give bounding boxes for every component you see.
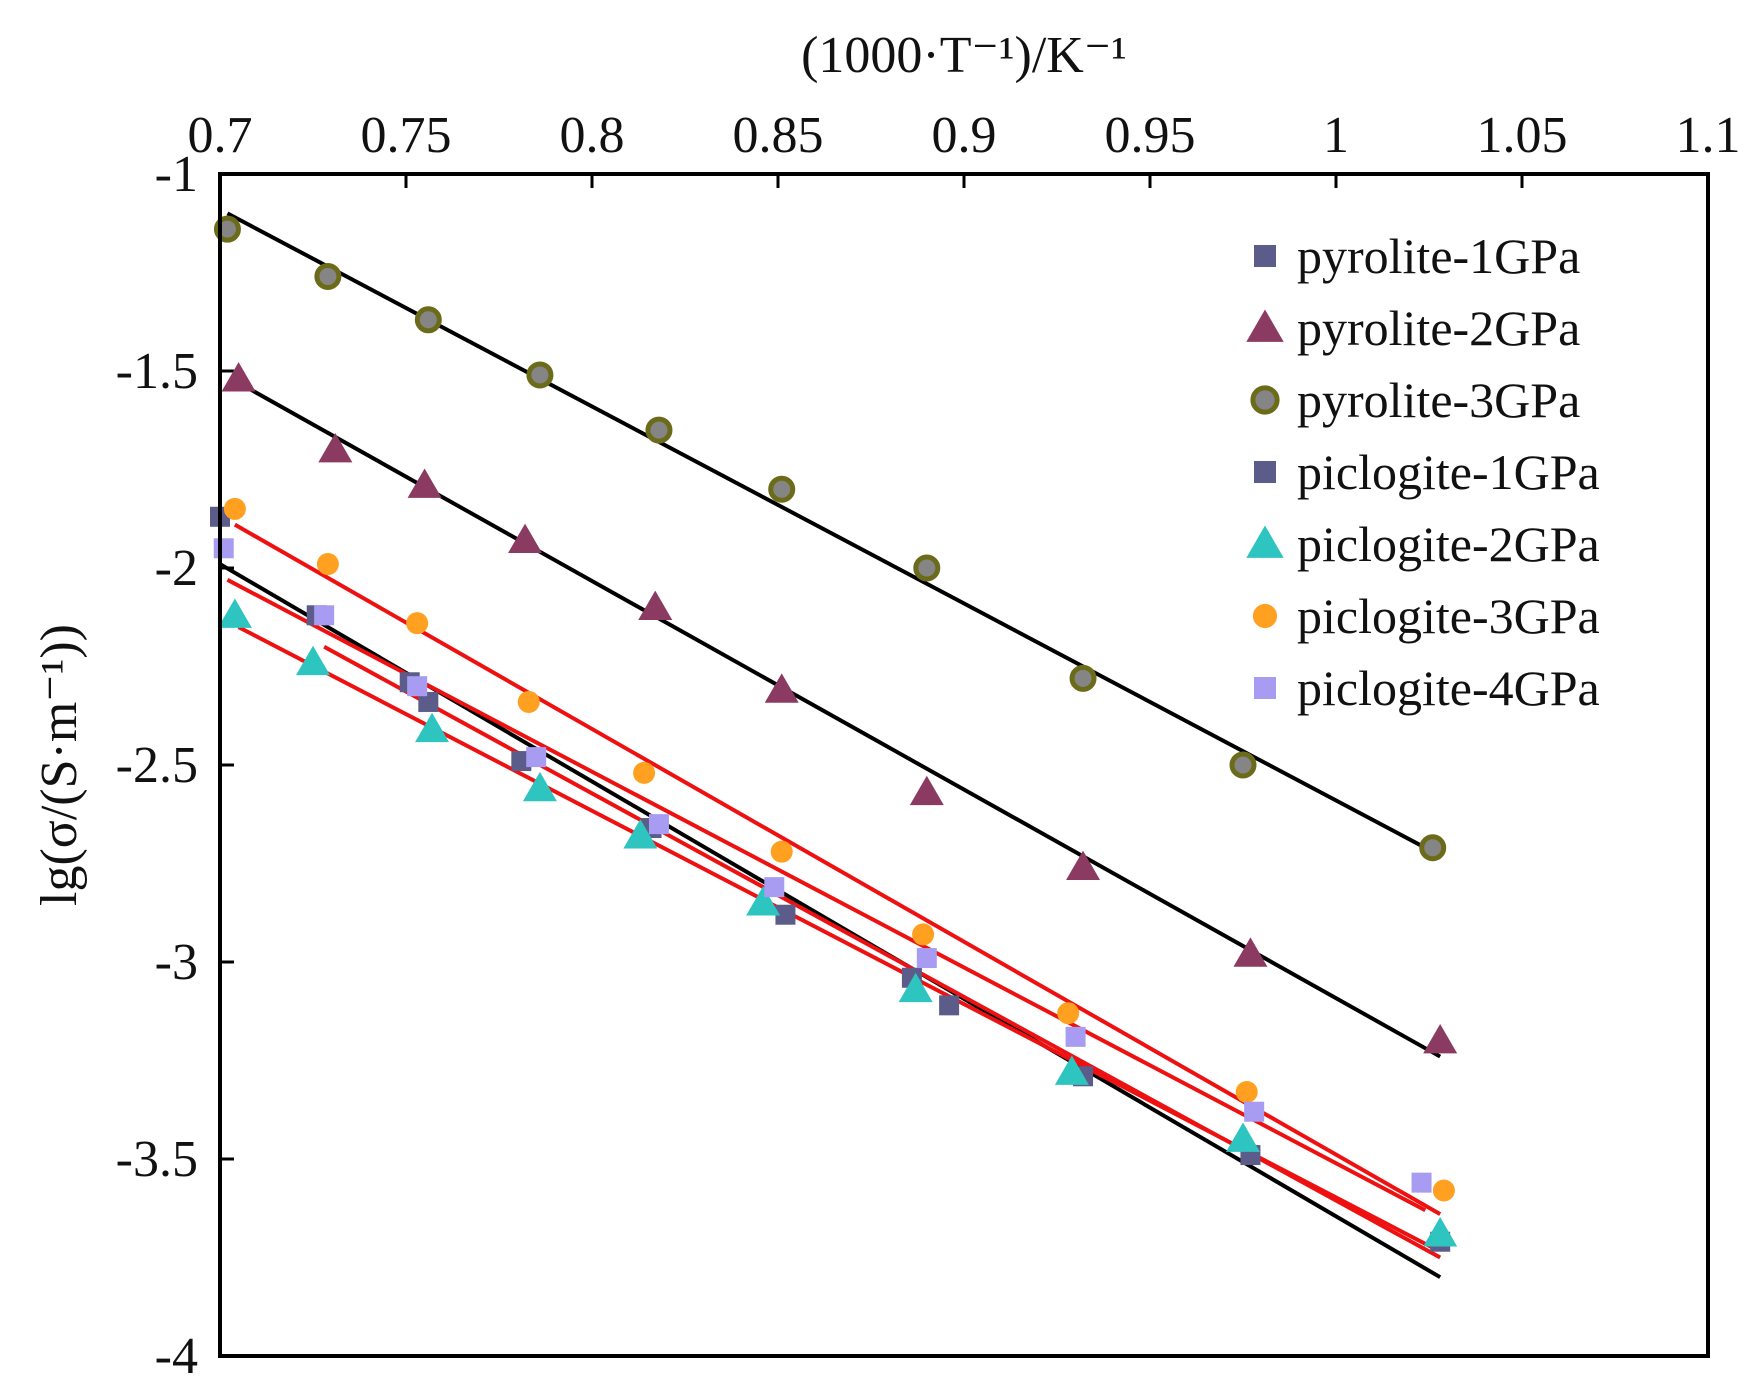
legend-marker-piclogite-3GPa bbox=[1252, 603, 1278, 629]
pyrolite-3GPa-point bbox=[526, 361, 554, 389]
pyrolite-3GPa-point bbox=[645, 416, 673, 444]
piclogite-3GPa-point bbox=[912, 923, 935, 946]
legend-marker-pyrolite-2GPa bbox=[1246, 309, 1284, 342]
legend-label: piclogite-1GPa bbox=[1297, 444, 1600, 500]
ticks-layer: 0.7 0.75 0.8 0.85 0.9 0.95 1 1.05 1.1 -1 -1.5 -2 -2.… bbox=[116, 107, 1741, 1385]
piclogite-3GPa-point bbox=[316, 553, 339, 576]
piclogite-2GPa-point bbox=[217, 598, 252, 628]
pyrolite-2GPa-point bbox=[508, 523, 543, 554]
legend-marker-piclogite-4GPa bbox=[1254, 677, 1276, 699]
x-tick-label: 0.85 bbox=[733, 107, 824, 164]
piclogite-4GPa-point bbox=[213, 538, 234, 559]
legend-label: pyrolite-3GPa bbox=[1297, 372, 1580, 428]
pyrolite-2GPa-point bbox=[1066, 850, 1101, 881]
y-tick-label: -3 bbox=[155, 934, 198, 991]
piclogite-2GPa-point bbox=[1054, 1055, 1089, 1085]
pyrolite-3GPa-point bbox=[414, 306, 442, 334]
piclogite-2GPa-point bbox=[623, 819, 658, 849]
piclogite-3GPa-point bbox=[517, 690, 540, 713]
pyrolite-2GPa-point bbox=[764, 673, 799, 703]
piclogite-3GPa-point bbox=[770, 840, 793, 863]
piclogite-3GPa-point bbox=[406, 612, 429, 635]
x-tick-label: 1.05 bbox=[1477, 107, 1568, 164]
legend-marker-pyrolite-1GPa bbox=[1254, 245, 1276, 267]
x-tick-label: 0.95 bbox=[1105, 107, 1196, 164]
y-tick-label: -1.5 bbox=[116, 343, 198, 400]
piclogite-1GPa-point bbox=[775, 904, 796, 925]
piclogite-2GPa-point bbox=[1423, 1217, 1458, 1247]
pyrolite-3GPa-point bbox=[314, 262, 342, 290]
legend-marker-piclogite-2GPa bbox=[1246, 525, 1284, 558]
piclogite-2GPa-point bbox=[1226, 1122, 1260, 1152]
piclogite-3GPa-point bbox=[1235, 1081, 1258, 1104]
piclogite-2GPa-point bbox=[898, 972, 933, 1003]
legend-label: piclogite-2GPa bbox=[1297, 516, 1600, 572]
y-tick-label: -2.5 bbox=[116, 737, 198, 794]
piclogite-4GPa-point bbox=[1065, 1026, 1086, 1047]
x-tick-label: 0.75 bbox=[361, 107, 452, 164]
piclogite-4GPa-point bbox=[1411, 1172, 1432, 1193]
legend-label: piclogite-4GPa bbox=[1297, 660, 1600, 716]
x-tick-label: 1 bbox=[1323, 107, 1349, 164]
piclogite-4GPa-point bbox=[407, 676, 428, 697]
x-tick-label: 0.9 bbox=[932, 107, 997, 164]
legend-label: pyrolite-1GPa bbox=[1297, 228, 1580, 284]
y-axis-title: lg(σ/(S·m⁻¹)) bbox=[31, 624, 88, 906]
plot-frame bbox=[218, 172, 1710, 1358]
pyrolite-2GPa-point bbox=[318, 433, 353, 463]
pyrolite-2GPa-point bbox=[1233, 937, 1268, 967]
piclogite-3GPa-point bbox=[1432, 1179, 1455, 1202]
piclogite-4GPa-point bbox=[648, 814, 669, 835]
pyrolite-2GPa-point bbox=[407, 468, 442, 498]
pyrolite-2GPa-point bbox=[638, 590, 673, 620]
x-tick-label: 0.8 bbox=[560, 107, 625, 164]
piclogite-1GPa-point bbox=[939, 995, 960, 1016]
pyrolite-3GPa-point bbox=[1229, 751, 1257, 779]
piclogite-3GPa-point bbox=[223, 497, 246, 520]
y-tick-label: -1 bbox=[155, 146, 198, 203]
piclogite-2GPa-point bbox=[746, 886, 781, 916]
piclogite-2GPa-point bbox=[415, 712, 450, 743]
piclogite-3GPa-point bbox=[1057, 1002, 1080, 1025]
piclogite-2GPa-point bbox=[522, 771, 557, 802]
piclogite-4GPa-point bbox=[314, 605, 335, 626]
pyrolite-2GPa-point bbox=[1423, 1024, 1458, 1054]
legend-marker-pyrolite-3GPa bbox=[1250, 385, 1280, 415]
data-points bbox=[210, 215, 1458, 1252]
y-tick-label: -4 bbox=[155, 1328, 198, 1385]
piclogite-2GPa-point bbox=[296, 645, 330, 676]
piclogite-4GPa-point bbox=[916, 948, 937, 969]
legend-label: pyrolite-2GPa bbox=[1297, 300, 1580, 356]
piclogite-4GPa-point bbox=[526, 747, 547, 768]
y-tick-label: -3.5 bbox=[116, 1131, 198, 1188]
piclogite-4GPa-point bbox=[1244, 1101, 1265, 1122]
piclogite-1GPa-point bbox=[418, 691, 439, 712]
pyrolite-3GPa-point bbox=[1069, 664, 1097, 692]
x-axis-title: (1000·T⁻¹)/K⁻¹ bbox=[801, 27, 1127, 84]
fit-line-extra-0 bbox=[323, 645, 1442, 1260]
legend-label: piclogite-3GPa bbox=[1297, 588, 1600, 644]
piclogite-3GPa-point bbox=[633, 761, 656, 784]
pyrolite-2GPa-point bbox=[909, 775, 944, 806]
pyrolite-3GPa-point bbox=[768, 475, 796, 503]
pyrolite-3GPa-point bbox=[1419, 834, 1447, 862]
piclogite-4GPa-point bbox=[764, 877, 785, 898]
legend: pyrolite-1GPa pyrolite-2GPa pyrolite-3GPa p… bbox=[1246, 228, 1600, 716]
pyrolite-3GPa-point bbox=[913, 554, 941, 582]
y-tick-label: -2 bbox=[155, 540, 198, 597]
pyrolite-2GPa-point bbox=[221, 362, 256, 392]
x-tick-label: 1.1 bbox=[1676, 107, 1741, 164]
x-tick-label: 0.7 bbox=[188, 107, 253, 164]
legend-marker-piclogite-1GPa bbox=[1254, 461, 1276, 483]
